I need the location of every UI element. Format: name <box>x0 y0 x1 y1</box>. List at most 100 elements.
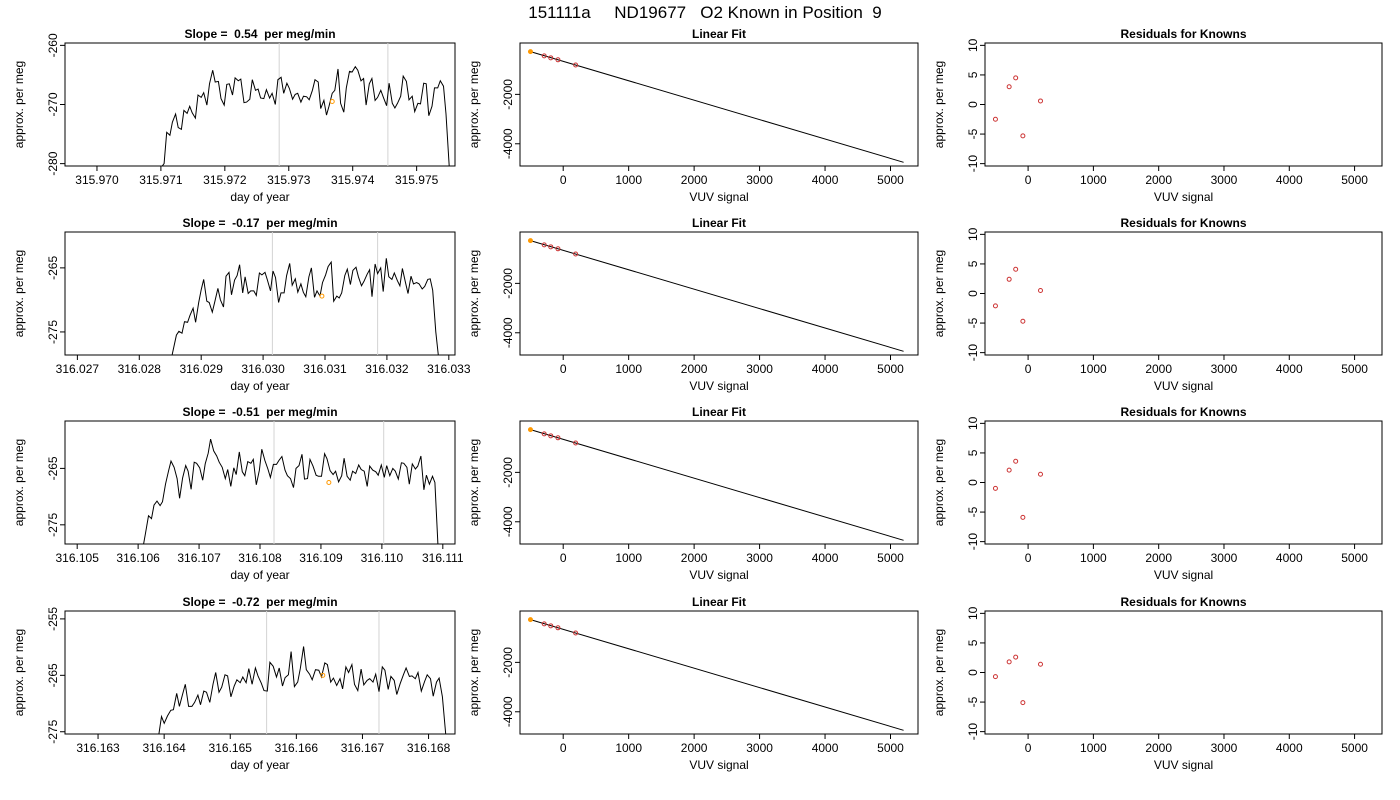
x-tick-label: 2000 <box>1145 173 1172 187</box>
data-point <box>548 623 554 629</box>
panel-r1-c3-resid: Residuals for Knowns 0 1000 2000 3000 4000 500… <box>932 27 1383 204</box>
panel-r1-c2-fit: Linear Fit 0 1000 2000 3000 4000 5000 -4000 -200… <box>467 27 919 204</box>
y-tick-label: -10 <box>966 533 980 551</box>
x-tick-label: 4000 <box>812 173 839 187</box>
x-tick-label: 0 <box>1025 173 1032 187</box>
fit-line <box>530 429 904 541</box>
x-axis-label: day of year <box>230 379 289 393</box>
x-tick-label: 5000 <box>877 741 904 755</box>
y-tick-label: -270 <box>46 92 60 116</box>
plot-area <box>992 266 1044 324</box>
x-tick-label: 316.030 <box>241 362 285 376</box>
x-tick-label: 4000 <box>1276 173 1303 187</box>
panel-r1-c1-trace: Slope = 0.54 per meg/min 315.970 315.971 31… <box>12 27 456 204</box>
data-point <box>573 251 579 257</box>
panel-title: Residuals for Knowns <box>1120 595 1246 609</box>
x-tick-label: 316.108 <box>238 551 282 565</box>
x-tick-label: 316.109 <box>299 551 343 565</box>
x-tick-label: 1000 <box>615 551 642 565</box>
known-marker <box>319 293 325 299</box>
known-point <box>527 617 533 623</box>
x-axis-label: VUV signal <box>689 190 748 204</box>
x-tick-label: 5000 <box>1341 173 1368 187</box>
panel-r4-c3-resid: Residuals for Knowns 0 1000 2000 3000 4000 500… <box>932 595 1383 772</box>
y-axis-label: approx. per meg <box>932 439 946 526</box>
x-tick-label: 316.033 <box>427 362 471 376</box>
panel-title: Linear Fit <box>692 216 746 230</box>
series-line <box>143 438 439 544</box>
x-tick-label: 316.105 <box>55 551 99 565</box>
x-tick-label: 316.164 <box>142 741 186 755</box>
x-tick-label: 2000 <box>1145 362 1172 376</box>
x-tick-label: 316.167 <box>341 741 385 755</box>
data-point <box>1038 661 1044 667</box>
y-axis-label: approx. per meg <box>467 439 481 526</box>
x-tick-label: 1000 <box>615 173 642 187</box>
data-point <box>1020 318 1026 324</box>
x-axis-label: VUV signal <box>689 379 748 393</box>
plot-area <box>161 43 450 166</box>
plot-area <box>527 617 904 731</box>
data-point <box>992 116 998 122</box>
y-tick-label: -10 <box>966 723 980 741</box>
fit-line <box>530 51 904 163</box>
y-tick-label: 10 <box>966 227 980 241</box>
x-tick-label: 3000 <box>1211 362 1238 376</box>
data-point <box>1006 84 1012 90</box>
x-tick-label: 4000 <box>812 741 839 755</box>
x-axis-label: day of year <box>230 568 289 582</box>
y-tick-label: -2000 <box>501 79 515 110</box>
data-point <box>555 246 561 252</box>
data-point <box>541 621 547 627</box>
y-tick-label: 0 <box>966 479 980 486</box>
x-tick-label: 0 <box>1025 362 1032 376</box>
x-tick-label: 316.031 <box>303 362 347 376</box>
x-tick-label: 316.111 <box>422 551 464 565</box>
series-line <box>158 646 447 734</box>
plot-frame <box>519 610 919 735</box>
x-tick-label: 2000 <box>681 362 708 376</box>
y-tick-label: -5 <box>966 317 980 328</box>
known-point <box>527 427 533 433</box>
series-line <box>161 65 450 166</box>
known-point <box>527 238 533 244</box>
y-tick-label: 5 <box>966 639 980 646</box>
x-tick-label: 5000 <box>1341 362 1368 376</box>
data-point <box>548 244 554 250</box>
y-tick-label: -4000 <box>501 506 515 537</box>
panel-title: Slope = -0.72 per meg/min <box>182 595 337 609</box>
panel-r3-c1-trace: Slope = -0.51 per meg/min 316.105 316.106 3… <box>12 405 464 582</box>
plot-area <box>143 421 439 544</box>
fit-line <box>530 619 904 731</box>
y-tick-label: -265 <box>46 456 60 480</box>
panel-r2-c2-fit: Linear Fit 0 1000 2000 3000 4000 5000 -4000 -200… <box>467 216 919 393</box>
x-tick-label: 3000 <box>746 551 773 565</box>
known-marker <box>329 99 335 105</box>
x-tick-label: 5000 <box>1341 551 1368 565</box>
x-tick-label: 316.107 <box>177 551 221 565</box>
x-axis-label: day of year <box>230 758 289 772</box>
data-point <box>1013 75 1019 81</box>
panel-r2-c1-trace: Slope = -0.17 per meg/min 316.027 316.028 3… <box>12 216 471 393</box>
panel-title: Linear Fit <box>692 405 746 419</box>
known-marker <box>326 480 332 485</box>
x-tick-label: 316.165 <box>209 741 253 755</box>
data-point <box>992 303 998 309</box>
x-tick-label: 315.970 <box>75 173 119 187</box>
data-point <box>1006 467 1012 473</box>
y-axis-label: approx. per meg <box>467 250 481 337</box>
x-tick-label: 2000 <box>1145 551 1172 565</box>
x-tick-label: 3000 <box>1211 551 1238 565</box>
y-tick-label: -4000 <box>501 317 515 348</box>
y-tick-label: -275 <box>46 320 60 344</box>
x-axis-label: VUV signal <box>1154 379 1213 393</box>
plot-area <box>527 427 904 541</box>
y-tick-label: -2000 <box>501 268 515 299</box>
plot-frame <box>64 610 456 735</box>
y-axis-label: approx. per meg <box>12 250 26 337</box>
x-tick-label: 0 <box>560 551 567 565</box>
x-axis-label: VUV signal <box>1154 758 1213 772</box>
plot-area <box>992 75 1044 139</box>
y-axis-label: approx. per meg <box>12 629 26 716</box>
